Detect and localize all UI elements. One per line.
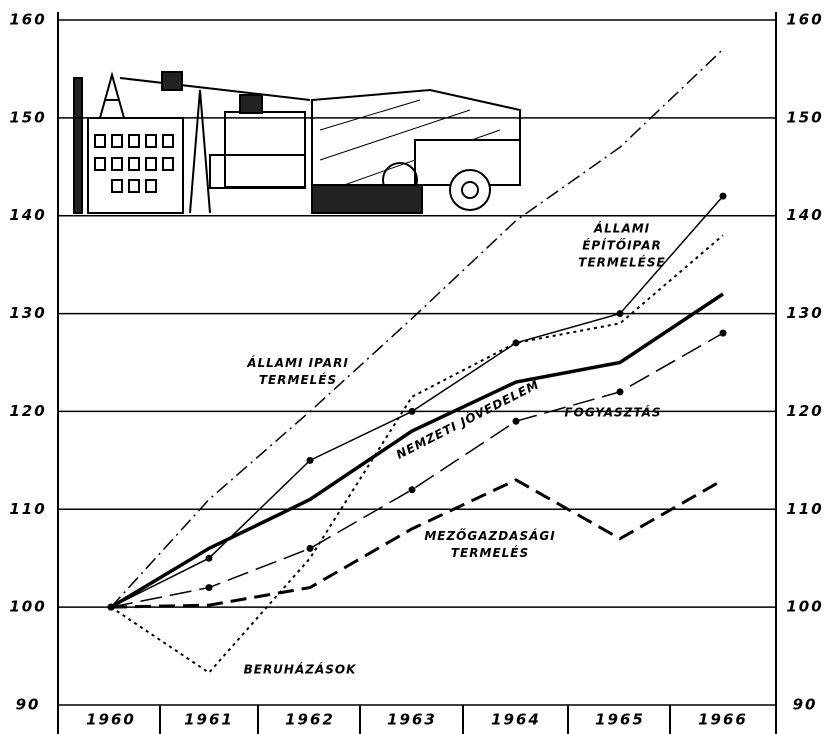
x-tick-label: 1966 (698, 711, 748, 729)
x-tick-label: 1965 (595, 711, 645, 729)
x-tick-label: 1961 (184, 711, 234, 729)
data-point (720, 193, 727, 200)
series-label: ÁLLAMI IPARI TERMELÉS (238, 355, 358, 389)
y-tick-label: 130 (9, 304, 46, 322)
data-point (307, 457, 314, 464)
data-point (513, 418, 520, 425)
y-tick-label-right: 120 (786, 402, 823, 420)
series-label: ÁLLAMI ÉPÍTŐIPAR TERMELÉSE (562, 221, 682, 272)
y-tick-label: 160 (9, 11, 46, 29)
y-tick-label-right: 90 (793, 696, 818, 714)
y-tick-label-right: 130 (786, 304, 823, 322)
series-label: BERUHÁZÁSOK (230, 662, 370, 679)
data-point (617, 388, 624, 395)
x-tick-label: 1962 (285, 711, 335, 729)
series-label: MEZŐGAZDASÁGI TERMELÉS (405, 528, 575, 562)
x-tick-label: 1964 (491, 711, 541, 729)
data-point (409, 408, 416, 415)
y-tick-label-right: 140 (786, 206, 823, 224)
data-point (720, 330, 727, 337)
chart: 90 90 100 100 110 110 120 120 130 130 140 140 150 150… (0, 0, 829, 734)
illustration (72, 70, 520, 213)
data-point (409, 486, 416, 493)
y-tick-label-right: 160 (786, 11, 823, 29)
y-tick-label: 100 (9, 598, 46, 616)
x-tick-label: 1960 (86, 711, 136, 729)
y-tick-label: 140 (9, 206, 46, 224)
y-tick-label: 90 (16, 696, 41, 714)
y-tick-label-right: 100 (786, 598, 823, 616)
data-point (617, 310, 624, 317)
x-tick-label: 1963 (387, 711, 437, 729)
series-line (111, 333, 723, 607)
chart-svg: 90 90 100 100 110 110 120 120 130 130 140 140 150 150… (0, 0, 829, 734)
y-tick-label: 110 (9, 500, 46, 518)
series-label: FOGYASZTÁS (543, 405, 683, 422)
data-point (307, 545, 314, 552)
data-point (206, 555, 213, 562)
y-tick-label-right: 110 (786, 500, 823, 518)
data-point (206, 584, 213, 591)
y-tick-label-right: 150 (786, 108, 823, 126)
y-tick-label: 150 (9, 108, 46, 126)
y-tick-label: 120 (9, 402, 46, 420)
